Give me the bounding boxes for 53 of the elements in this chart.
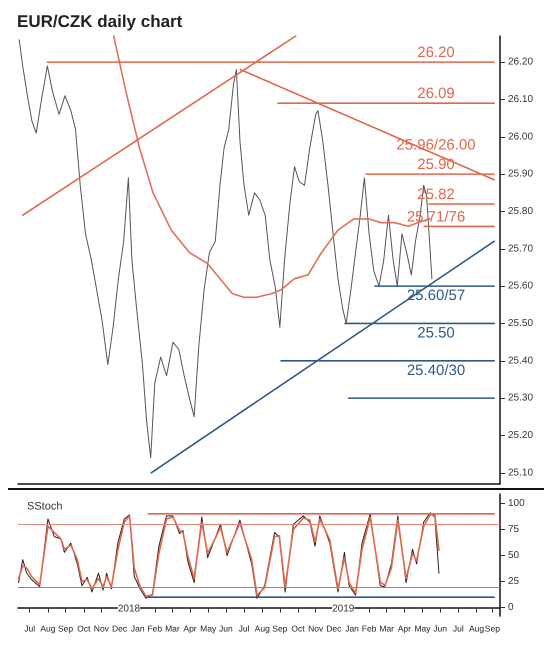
series-label: 25.90 <box>417 156 455 174</box>
x-tick-label: Sep <box>484 624 500 634</box>
y-tick-label: 25.60 <box>508 280 534 292</box>
y-tick-label: 25.20 <box>508 430 534 441</box>
x2-tick-label: 2018 <box>118 604 141 614</box>
chart-title: EUR/CZK daily chart <box>17 12 183 31</box>
x-tick-label: Jul <box>238 624 250 634</box>
x2-tick-label: 2019 <box>332 604 355 614</box>
y-tick-label: 25 <box>508 576 520 588</box>
y-tick-label: 25.70 <box>508 243 534 254</box>
x-tick-label: Apr <box>398 624 412 634</box>
y-tick-label: 0 <box>508 602 514 614</box>
x-tick-label: Mar <box>379 624 394 634</box>
x-tick-label: Jul <box>24 624 36 634</box>
y-tick-label: 25.10 <box>508 467 534 478</box>
x-tick-label: Jan <box>130 624 145 634</box>
y-tick-label: 100 <box>508 498 526 509</box>
x-tick-label: Jun <box>218 624 233 634</box>
x-tick-label: Dec <box>112 624 128 634</box>
x-tick-label: May <box>200 624 217 634</box>
y-tick-label: 50 <box>508 550 520 562</box>
series-label: 25.40/30 <box>406 362 466 379</box>
x-tick-label: Nov <box>94 624 110 634</box>
x-tick-label: Sep <box>58 624 74 634</box>
x-tick-label: Jun <box>433 624 448 634</box>
x-tick-label: Aug <box>40 624 56 634</box>
y-tick-label: 75 <box>508 524 520 535</box>
y-tick-label: 26.10 <box>508 94 534 105</box>
x-tick-label: Dec <box>326 624 342 634</box>
x-tick-label: Feb <box>362 624 377 634</box>
y-tick-label: 25.90 <box>508 168 534 180</box>
x-tick-label: May <box>414 624 432 634</box>
x-tick-label: Aug <box>468 624 484 634</box>
series-label: 25.50 <box>417 324 455 342</box>
x-tick-label: Feb <box>147 624 162 634</box>
x-tick-label: Oct <box>77 624 91 634</box>
y-tick-label: 25.50 <box>508 318 534 329</box>
x-tick-label: Jan <box>345 624 360 634</box>
x-tick-label: Oct <box>291 624 306 634</box>
x-tick-label: Apr <box>183 624 197 634</box>
y-tick-label: 26.20 <box>508 56 534 68</box>
y-tick-label: 25.40 <box>508 355 534 366</box>
x-tick-label: Aug <box>254 624 270 634</box>
x-tick-label: Nov <box>308 624 324 634</box>
y-tick-label: 25.30 <box>508 392 534 404</box>
x-tick-label: Jul <box>452 624 464 634</box>
y-tick-label: 25.80 <box>508 206 534 217</box>
y-tick-label: 26.00 <box>508 131 534 142</box>
series-label: 26.09 <box>417 85 455 102</box>
text: SStoch <box>27 500 62 512</box>
x-tick-label: Sep <box>272 624 288 634</box>
series-label: 26.20 <box>417 44 455 62</box>
x-tick-label: Mar <box>165 624 180 634</box>
